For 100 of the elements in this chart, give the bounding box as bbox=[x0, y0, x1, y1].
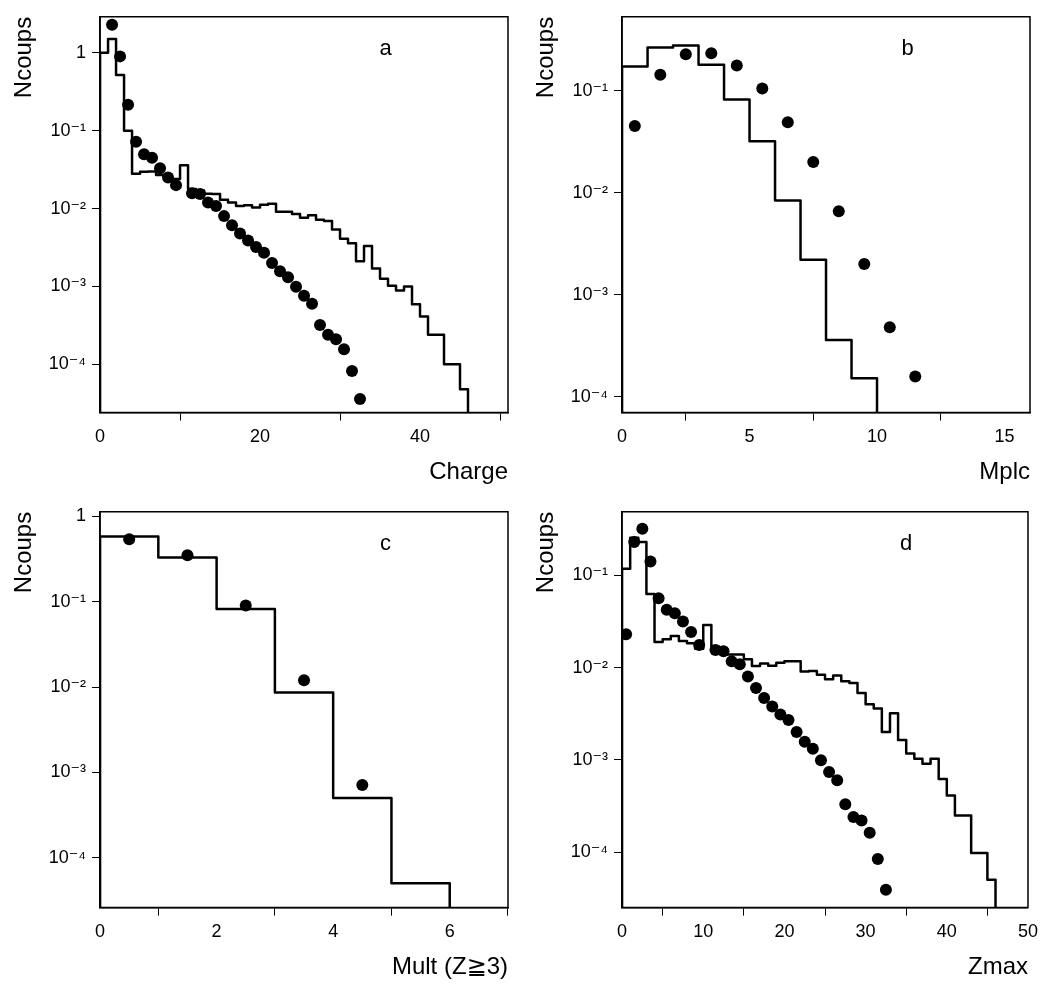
point bbox=[636, 522, 649, 535]
y-tick-label: 10⁻¹ bbox=[572, 564, 609, 585]
point bbox=[839, 798, 852, 811]
y-tick-label: 10⁻⁴ bbox=[48, 353, 87, 374]
point bbox=[330, 333, 343, 346]
point bbox=[790, 726, 803, 739]
x-tick-label: 10 bbox=[867, 426, 888, 447]
y-tick-label: 10⁻³ bbox=[572, 748, 609, 769]
x-tick-label: 0 bbox=[617, 426, 628, 447]
point bbox=[741, 670, 754, 683]
point bbox=[705, 47, 718, 60]
point bbox=[154, 162, 167, 175]
point bbox=[106, 18, 119, 31]
point bbox=[863, 826, 876, 839]
y-tick-label: 10⁻¹ bbox=[572, 79, 609, 100]
point bbox=[756, 82, 769, 95]
point bbox=[239, 599, 252, 612]
point bbox=[226, 219, 239, 232]
point bbox=[733, 658, 746, 671]
point bbox=[234, 227, 247, 240]
x-tick-label: 30 bbox=[855, 921, 876, 942]
point bbox=[306, 297, 319, 310]
point bbox=[123, 533, 136, 546]
point bbox=[354, 392, 367, 405]
x-axis-title: Zmax bbox=[967, 952, 1028, 980]
x-tick-label: 20 bbox=[774, 921, 795, 942]
point bbox=[628, 536, 641, 549]
point bbox=[346, 365, 359, 378]
point bbox=[218, 210, 231, 223]
point bbox=[668, 607, 681, 620]
point bbox=[242, 234, 255, 247]
point bbox=[356, 779, 369, 792]
point bbox=[622, 628, 633, 641]
y-axis-title: Ncoups bbox=[9, 16, 37, 99]
x-tick-label: 10 bbox=[693, 921, 714, 942]
point bbox=[832, 205, 845, 218]
x-tick-label: 0 bbox=[617, 921, 628, 942]
point bbox=[766, 700, 779, 713]
y-tick-label: 1 bbox=[76, 41, 87, 62]
point bbox=[654, 68, 667, 81]
point bbox=[170, 179, 183, 192]
point bbox=[162, 171, 175, 184]
point bbox=[814, 754, 827, 767]
point bbox=[781, 116, 794, 129]
y-tick-label: 10⁻¹ bbox=[50, 119, 87, 140]
x-tick-label: 0 bbox=[95, 921, 106, 942]
point bbox=[652, 592, 665, 605]
point bbox=[314, 318, 327, 331]
point bbox=[750, 682, 763, 695]
point bbox=[122, 98, 135, 111]
annotation: d bbox=[900, 529, 913, 555]
point bbox=[266, 257, 279, 270]
x-axis-title: Charge bbox=[429, 457, 508, 485]
y-tick-label: 10⁻⁴ bbox=[570, 841, 609, 862]
point bbox=[628, 120, 641, 133]
point bbox=[831, 774, 844, 787]
annotation: c bbox=[380, 529, 392, 555]
y-tick-label: 10⁻² bbox=[572, 656, 609, 677]
y-axis-title: Ncoups bbox=[531, 511, 559, 594]
point bbox=[274, 265, 287, 278]
point bbox=[676, 615, 689, 628]
y-axis-title: Ncoups bbox=[531, 16, 559, 99]
point bbox=[298, 289, 311, 302]
x-tick-label: 50 bbox=[1017, 921, 1038, 942]
y-tick-label: 10⁻² bbox=[50, 197, 87, 218]
annotation: a bbox=[379, 34, 393, 60]
point bbox=[879, 883, 892, 896]
point bbox=[871, 853, 884, 866]
point bbox=[250, 241, 263, 254]
annotation: b bbox=[901, 34, 914, 60]
point bbox=[855, 814, 868, 827]
point bbox=[194, 187, 207, 200]
point bbox=[685, 625, 698, 638]
x-tick-label: 0 bbox=[95, 426, 106, 447]
x-tick-label: 6 bbox=[444, 921, 455, 942]
x-axis-title: Mplc bbox=[979, 457, 1030, 485]
y-tick-label: 10⁻² bbox=[572, 181, 609, 202]
point bbox=[730, 59, 743, 72]
point bbox=[338, 343, 351, 356]
point bbox=[210, 199, 223, 212]
point bbox=[114, 50, 127, 63]
y-tick-label: 1 bbox=[76, 505, 87, 526]
point bbox=[909, 370, 922, 383]
point bbox=[298, 674, 311, 687]
y-tick-label: 10⁻² bbox=[50, 675, 87, 696]
point bbox=[644, 555, 657, 568]
point bbox=[146, 151, 159, 164]
y-tick-label: 10⁻⁴ bbox=[570, 385, 609, 406]
y-tick-label: 10⁻³ bbox=[572, 283, 609, 304]
y-tick-label: 10⁻⁴ bbox=[48, 846, 87, 867]
point bbox=[282, 271, 295, 284]
point bbox=[798, 735, 811, 748]
point bbox=[858, 258, 871, 271]
x-tick-label: 2 bbox=[211, 921, 222, 942]
x-tick-label: 4 bbox=[328, 921, 339, 942]
x-tick-label: 40 bbox=[936, 921, 957, 942]
point bbox=[806, 742, 819, 755]
point bbox=[823, 765, 836, 778]
point bbox=[181, 549, 194, 562]
point bbox=[693, 639, 706, 652]
